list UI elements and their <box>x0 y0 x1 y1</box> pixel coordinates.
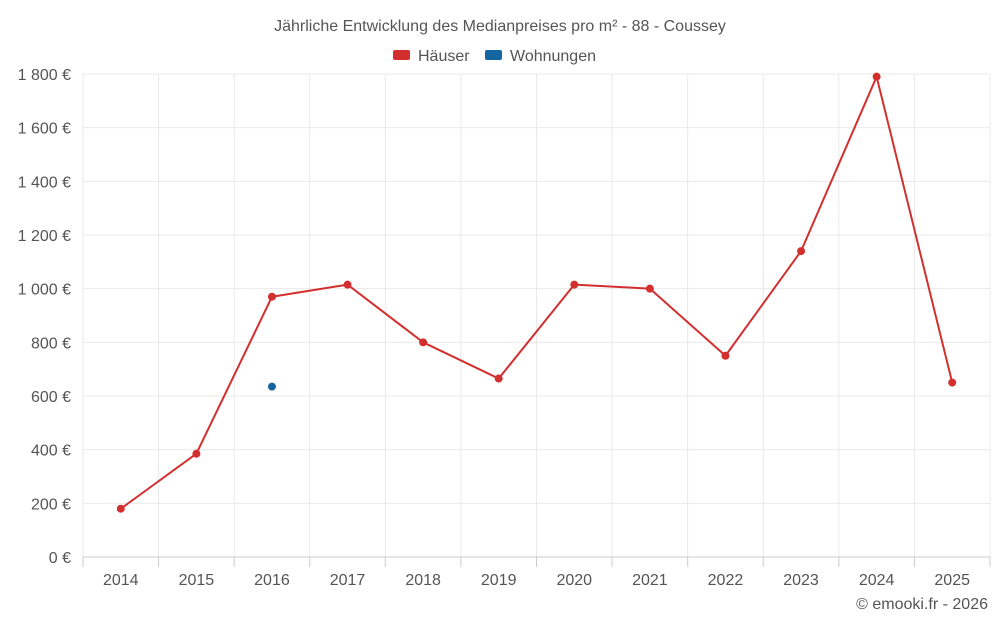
y-tick-label: 0 € <box>49 550 71 567</box>
series-wohnungen <box>267 382 276 391</box>
y-tick-label: 1 600 € <box>18 121 71 138</box>
y-tick-label: 1 200 € <box>18 228 71 245</box>
chart-title: Jährliche Entwicklung des Medianpreises … <box>274 18 726 35</box>
y-tick-label: 1 400 € <box>18 174 71 191</box>
x-tick-label: 2016 <box>254 572 290 589</box>
series-haeuser <box>116 72 957 513</box>
legend-swatch-wohnungen <box>485 50 502 60</box>
data-point[interactable] <box>570 280 579 289</box>
x-tick-label: 2014 <box>103 572 139 589</box>
x-tick-label: 2017 <box>330 572 366 589</box>
y-tick-label: 800 € <box>31 335 71 352</box>
axes: 0 € 200 € 400 € 600 € 800 € 1 000 € 1 200 € 1 4… <box>18 67 991 589</box>
legend[interactable]: Häuser Wohnungen <box>393 48 596 65</box>
data-point[interactable] <box>267 292 276 301</box>
x-tick-label: 2023 <box>783 572 819 589</box>
y-tick-label: 400 € <box>31 443 71 460</box>
series-line <box>119 75 954 510</box>
data-point[interactable] <box>872 72 881 81</box>
x-tick-label: 2020 <box>556 572 592 589</box>
data-point[interactable] <box>721 351 730 360</box>
grid <box>82 73 991 557</box>
data-point[interactable] <box>192 449 201 458</box>
y-tick-label: 1 000 € <box>18 282 71 299</box>
data-point[interactable] <box>948 378 957 387</box>
data-point[interactable] <box>494 374 503 383</box>
y-tick-label: 200 € <box>31 496 71 513</box>
legend-label-wohnungen: Wohnungen <box>510 48 596 65</box>
x-tick-label: 2019 <box>481 572 517 589</box>
legend-item-wohnungen[interactable]: Wohnungen <box>485 48 596 65</box>
legend-item-haeuser[interactable]: Häuser <box>393 48 470 65</box>
legend-label-haeuser: Häuser <box>418 48 470 65</box>
x-tick-label: 2018 <box>405 572 441 589</box>
data-point[interactable] <box>267 382 276 391</box>
x-tick-label: 2025 <box>934 572 970 589</box>
data-point[interactable] <box>419 338 428 347</box>
data-point[interactable] <box>645 284 654 293</box>
series <box>116 72 957 513</box>
data-point[interactable] <box>797 247 806 256</box>
x-tick-label: 2024 <box>859 572 895 589</box>
data-point[interactable] <box>116 504 125 513</box>
credit-text: © emooki.fr - 2026 <box>856 596 988 613</box>
x-tick-label: 2021 <box>632 572 668 589</box>
x-tick-label: 2022 <box>708 572 744 589</box>
data-point[interactable] <box>343 280 352 289</box>
legend-swatch-haeuser <box>393 50 410 60</box>
x-tick-label: 2015 <box>179 572 215 589</box>
y-tick-label: 600 € <box>31 389 71 406</box>
y-tick-label: 1 800 € <box>18 67 71 84</box>
